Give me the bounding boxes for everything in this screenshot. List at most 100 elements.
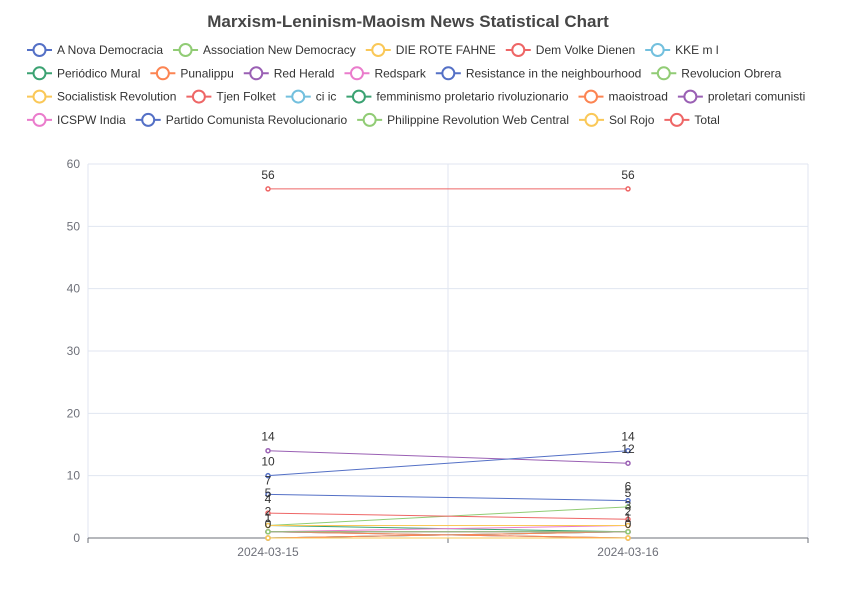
legend-circle-icon — [32, 66, 47, 81]
legend-item-red-herald[interactable]: Red Herald — [243, 66, 335, 81]
legend-item-redspark[interactable]: Redspark — [344, 66, 427, 81]
data-point[interactable] — [625, 535, 631, 541]
legend-item-a-nova-democracia[interactable]: A Nova Democracia — [27, 43, 163, 57]
legend-circle-icon — [371, 43, 386, 57]
legend-item-association-new-democracy[interactable]: Association New Democracy — [173, 43, 356, 57]
legend-item-maoistroad[interactable]: maoistroad — [578, 89, 668, 104]
legend-circle-icon — [511, 43, 526, 57]
legend-circle-icon — [178, 43, 193, 57]
data-point[interactable] — [265, 535, 271, 541]
legend-item-partido-comunista-revolucionario[interactable]: Partido Comunista Revolucionario — [135, 112, 348, 127]
legend-label: KKE m l — [675, 43, 718, 57]
legend-item-die-rote-fahne[interactable]: DIE ROTE FAHNE — [365, 43, 496, 57]
legend-item-periodico-mural[interactable]: Periódico Mural — [27, 66, 140, 81]
data-point[interactable] — [265, 186, 271, 192]
legend-circle-icon — [155, 66, 170, 81]
legend-label: Partido Comunista Revolucionario — [166, 113, 348, 127]
x-tick-label: 2024-03-15 — [237, 545, 299, 559]
data-label: 6 — [625, 480, 632, 494]
legend-circle-icon — [349, 66, 364, 81]
legend-label: Total — [694, 113, 719, 127]
legend-label: Socialistisk Revolution — [57, 90, 176, 104]
legend-label: Punalippu — [180, 66, 233, 80]
data-label: 10 — [261, 455, 275, 469]
y-tick-label: 60 — [67, 157, 81, 171]
data-label: 5 — [625, 486, 632, 500]
data-point[interactable] — [265, 529, 271, 535]
data-point[interactable] — [625, 504, 631, 510]
legend-item-femminismo-proletario-rivoluzionario[interactable]: femminismo proletario rivoluzionario — [346, 89, 569, 104]
data-point[interactable] — [625, 497, 631, 504]
series-line — [267, 512, 629, 520]
data-point[interactable] — [625, 522, 631, 529]
legend-item-resistance-in-the-neighbourhood[interactable]: Resistance in the neighbourhood — [435, 66, 641, 81]
series-total — [265, 186, 631, 192]
series-lines — [265, 186, 631, 541]
data-label: 3 — [625, 498, 632, 512]
data-label: 14 — [261, 430, 275, 444]
legend-label: DIE ROTE FAHNE — [396, 43, 496, 57]
legend-item-proletari-comunisti[interactable]: proletari comunisti — [677, 89, 805, 104]
data-point[interactable] — [625, 460, 631, 466]
legend-item-tjen-folket[interactable]: Tjen Folket — [186, 89, 276, 104]
legend-item-dem-volke-dienen[interactable]: Dem Volke Dienen — [505, 43, 635, 57]
series-line — [267, 531, 629, 539]
data-point[interactable] — [265, 472, 271, 479]
data-point[interactable] — [265, 447, 271, 454]
data-label: 0 — [625, 517, 632, 531]
legend-label: Sol Rojo — [609, 113, 655, 127]
series-tjen-folket — [265, 510, 631, 523]
legend-label: Dem Volke Dienen — [536, 43, 635, 57]
legend-item-sol-rojo[interactable]: Sol Rojo — [579, 112, 655, 127]
series-sol-rojo — [265, 535, 631, 541]
legend-item-kke-m-l[interactable]: KKE m l — [645, 43, 719, 57]
legend-label: Redspark — [374, 66, 426, 80]
data-point[interactable] — [625, 186, 631, 192]
series-line — [267, 525, 629, 533]
chart-title: Marxism-Leninism-Maoism News Statistical… — [207, 12, 609, 31]
legend-label: Tjen Folket — [216, 90, 276, 104]
y-tick-label: 10 — [67, 469, 81, 483]
series-partido-comunista-revolucionario — [265, 491, 631, 504]
legend-circle-icon — [291, 89, 306, 104]
legend-item-ci-ic[interactable]: ci ic — [285, 89, 337, 104]
legend-label: Association New Democracy — [203, 43, 356, 57]
legend-item-punalippu[interactable]: Punalippu — [150, 66, 234, 81]
legend-label: A Nova Democracia — [57, 43, 163, 57]
legend-circle-icon — [249, 66, 264, 81]
x-tick-label: 2024-03-16 — [597, 545, 659, 559]
legend-item-philippine-revolution-web-central[interactable]: Philippine Revolution Web Central — [357, 112, 569, 127]
data-point[interactable] — [625, 447, 631, 454]
data-label: 56 — [621, 168, 635, 182]
grid — [87, 163, 809, 538]
data-label: 1 — [625, 511, 632, 525]
data-point[interactable] — [625, 516, 631, 523]
legend-circle-icon — [584, 112, 599, 127]
data-label: 2 — [625, 505, 632, 519]
legend: A Nova Democracia Association New Democra… — [27, 43, 805, 127]
legend-item-socialistisk-revolution[interactable]: Socialistisk Revolution — [27, 89, 176, 104]
series-line — [267, 450, 629, 464]
data-point[interactable] — [265, 522, 271, 529]
y-tick-label: 50 — [67, 219, 81, 233]
legend-circle-icon — [191, 89, 206, 104]
legend-item-total[interactable]: Total — [664, 112, 720, 127]
legend-circle-icon — [351, 89, 366, 104]
legend-item-revolucion-obrera[interactable]: Revolucion Obrera — [651, 66, 782, 81]
data-label: 14 — [621, 430, 635, 444]
legend-label: Red Herald — [274, 66, 335, 80]
legend-circle-icon — [32, 89, 47, 104]
y-tick-label: 20 — [67, 406, 81, 420]
data-label: 1 — [265, 511, 272, 525]
data-label: 12 — [621, 442, 635, 456]
legend-item-icspw-india[interactable]: ICSPW India — [27, 112, 126, 127]
data-point[interactable] — [625, 529, 631, 535]
legend-label: femminismo proletario rivoluzionario — [376, 90, 568, 104]
data-point[interactable] — [265, 510, 271, 516]
data-point[interactable] — [265, 491, 271, 498]
data-label: 7 — [265, 473, 272, 487]
legend-label: Resistance in the neighbourhood — [466, 66, 641, 80]
